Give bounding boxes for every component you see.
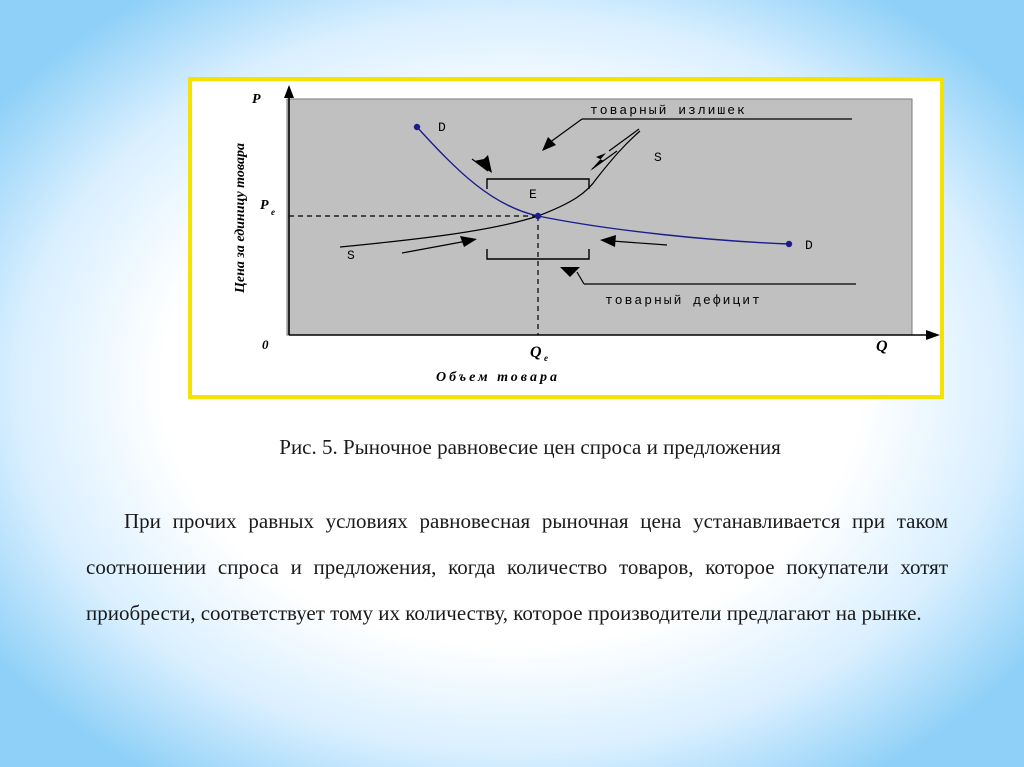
deficit-label: товарный дефицит — [605, 293, 762, 308]
qe-sub-label: e — [544, 353, 548, 363]
surplus-arrow-left-shaft — [471, 158, 489, 172]
origin-label: 0 — [262, 337, 269, 352]
q-axis-arrow — [926, 330, 940, 340]
demand-point-bottom — [785, 240, 793, 248]
supply-curve-tick — [608, 128, 640, 152]
axis-q-label: Q — [876, 338, 888, 355]
surplus-arrow-left — [474, 155, 492, 173]
market-equilibrium-diagram: P Q 0 P e Q e Цена за единицу товара Объ… — [233, 85, 940, 385]
deficit-bracket — [486, 249, 590, 260]
pe-label: P — [260, 198, 269, 213]
label-s-top: S — [654, 150, 662, 165]
equilibrium-point — [534, 212, 542, 220]
surplus-arrow-right — [590, 153, 606, 171]
surplus-arrow-right-shaft — [591, 150, 618, 170]
p-axis-arrow — [284, 85, 294, 98]
y-axis-title: Цена за единицу товара — [233, 143, 248, 294]
deficit-arrow-left-shaft — [401, 240, 468, 254]
label-d-bottom: D — [805, 238, 813, 253]
deficit-arrow-left — [460, 236, 477, 247]
body-paragraph: При прочих равных условиях равновесная р… — [86, 509, 948, 625]
deficit-arrow-right-shaft — [611, 240, 668, 246]
deficit-pointer-stem — [576, 271, 585, 285]
label-e: E — [529, 187, 537, 202]
label-d-top: D — [438, 120, 446, 135]
surplus-pointer-stem — [548, 118, 583, 144]
demand-curve — [416, 126, 790, 245]
surplus-bracket — [486, 178, 590, 189]
pe-sub-label: e — [271, 207, 275, 217]
axis-p-label: P — [252, 92, 261, 107]
x-axis-title: Объем товара — [436, 370, 560, 385]
figure-frame: P Q 0 P e Q e Цена за единицу товара Объ… — [188, 77, 944, 399]
surplus-label: товарный излишек — [590, 103, 747, 118]
deficit-arrow-right — [600, 235, 616, 247]
surplus-arrow-head — [542, 137, 556, 151]
deficit-arrow-head — [560, 267, 580, 277]
demand-point-top — [413, 123, 421, 131]
label-s-bottom: S — [347, 248, 355, 263]
supply-curve — [339, 130, 641, 248]
plot-area — [286, 98, 913, 336]
qe-label: Q — [530, 344, 542, 361]
figure-caption: Рис. 5. Рыночное равновесие цен спроса и… — [279, 435, 781, 459]
